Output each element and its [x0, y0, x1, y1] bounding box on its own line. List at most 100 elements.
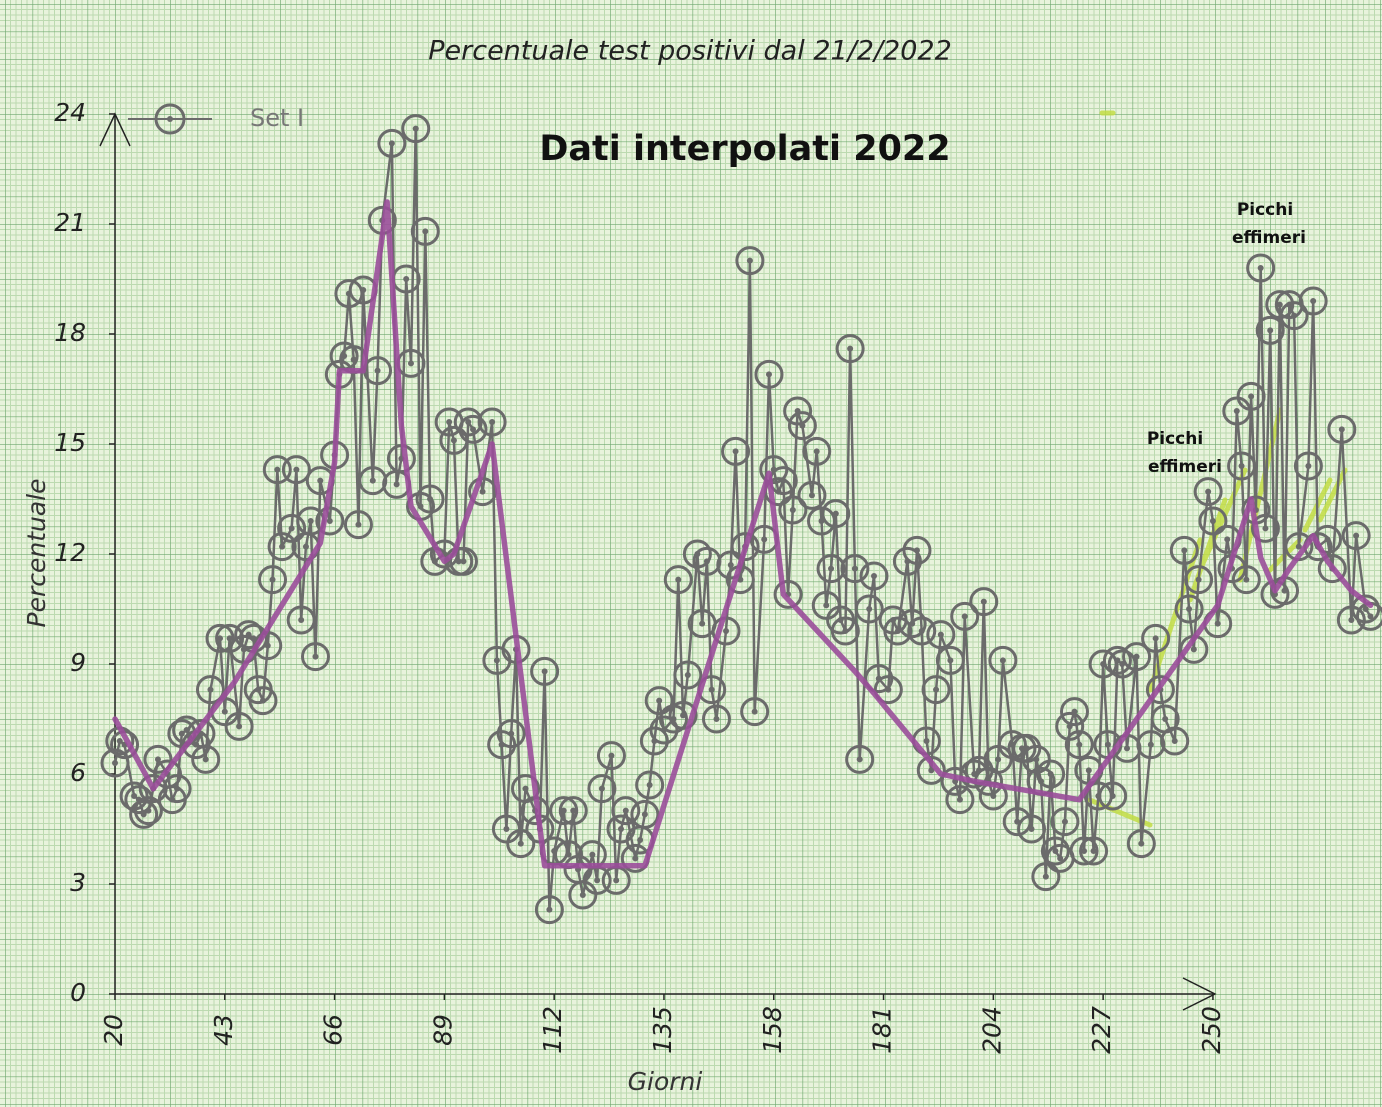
- point-part: [823, 602, 830, 609]
- point-part: [1012, 733, 1042, 763]
- x-tick-label: 89: [428, 1014, 457, 1046]
- x-tick-label: 158: [758, 1006, 787, 1054]
- point: [1069, 836, 1099, 866]
- point: [926, 620, 956, 650]
- point-part: [458, 414, 488, 444]
- point-part: [918, 628, 925, 634]
- point-part: [847, 345, 854, 352]
- point: [935, 645, 965, 675]
- point: [1064, 730, 1094, 760]
- point-part: [245, 631, 252, 638]
- point-part: [988, 645, 1018, 675]
- point-part: [1126, 829, 1156, 859]
- point-part: [723, 628, 730, 634]
- point-part: [721, 436, 751, 466]
- point: [630, 799, 660, 829]
- point-part: [1231, 565, 1261, 595]
- point: [797, 480, 827, 510]
- point-part: [935, 645, 965, 675]
- point-part: [448, 546, 478, 576]
- point: [1079, 836, 1109, 866]
- point: [1169, 535, 1199, 565]
- point: [873, 675, 903, 705]
- point-part: [489, 419, 496, 425]
- point-part: [1362, 606, 1369, 612]
- point: [735, 246, 765, 276]
- point-part: [832, 510, 839, 517]
- point-part: [727, 562, 734, 568]
- point-part: [1040, 836, 1070, 866]
- point: [534, 895, 564, 925]
- point: [921, 675, 951, 705]
- point-part: [1205, 488, 1212, 495]
- point-part: [1293, 451, 1323, 481]
- point-part: [866, 606, 873, 612]
- point-part: [618, 826, 624, 832]
- point-part: [1171, 738, 1178, 744]
- point-part: [224, 711, 254, 741]
- point-part: [1036, 759, 1066, 789]
- point-part: [699, 620, 706, 627]
- point: [1250, 513, 1280, 543]
- point-part: [100, 748, 130, 778]
- point-part: [1162, 716, 1169, 722]
- y-tick-label: 24: [54, 98, 86, 127]
- point-part: [279, 543, 286, 550]
- x-tick-label: 181: [868, 1006, 897, 1054]
- point-part: [851, 565, 858, 572]
- point: [611, 796, 641, 826]
- point-part: [1133, 653, 1140, 660]
- x-tick-label: 135: [648, 1006, 677, 1054]
- point-part: [1348, 617, 1355, 623]
- point: [415, 484, 445, 514]
- point-part: [907, 616, 937, 646]
- point-part: [207, 686, 214, 693]
- point-part: [422, 228, 429, 235]
- point-part: [1085, 767, 1092, 774]
- point-part: [274, 466, 281, 473]
- point-part: [565, 851, 572, 858]
- point-part: [641, 811, 648, 818]
- point-part: [465, 419, 472, 425]
- point: [692, 546, 722, 576]
- point: [191, 744, 221, 774]
- point-part: [1069, 836, 1099, 866]
- point-part: [1055, 711, 1085, 741]
- point-part: [334, 279, 364, 309]
- y-tick-label: 12: [54, 538, 86, 567]
- point: [458, 414, 488, 444]
- point: [950, 601, 980, 631]
- point-part: [668, 700, 698, 730]
- point-part: [806, 506, 836, 536]
- point-part: [506, 829, 536, 859]
- point-part: [1233, 408, 1240, 414]
- point: [1141, 623, 1171, 653]
- point: [195, 675, 225, 705]
- point: [267, 532, 297, 562]
- point: [286, 605, 316, 635]
- point-part: [1042, 873, 1049, 880]
- point: [401, 114, 431, 144]
- point: [754, 359, 784, 389]
- point-part: [639, 726, 669, 756]
- point-part: [534, 895, 564, 925]
- point-part: [1193, 477, 1223, 507]
- point-part: [1088, 649, 1118, 679]
- point-part: [713, 716, 720, 722]
- point-part: [355, 521, 362, 528]
- point-part: [1184, 565, 1214, 595]
- point-part: [1214, 620, 1221, 627]
- point-part: [453, 407, 483, 437]
- point-part: [783, 396, 813, 426]
- point-part: [236, 723, 243, 730]
- point-part: [913, 547, 920, 554]
- point: [1102, 645, 1132, 675]
- point-part: [622, 807, 629, 814]
- point-part: [429, 539, 459, 569]
- point-part: [116, 738, 123, 744]
- point-part: [856, 756, 863, 763]
- point-part: [746, 257, 753, 264]
- point-part: [945, 785, 975, 815]
- point-part: [286, 605, 316, 635]
